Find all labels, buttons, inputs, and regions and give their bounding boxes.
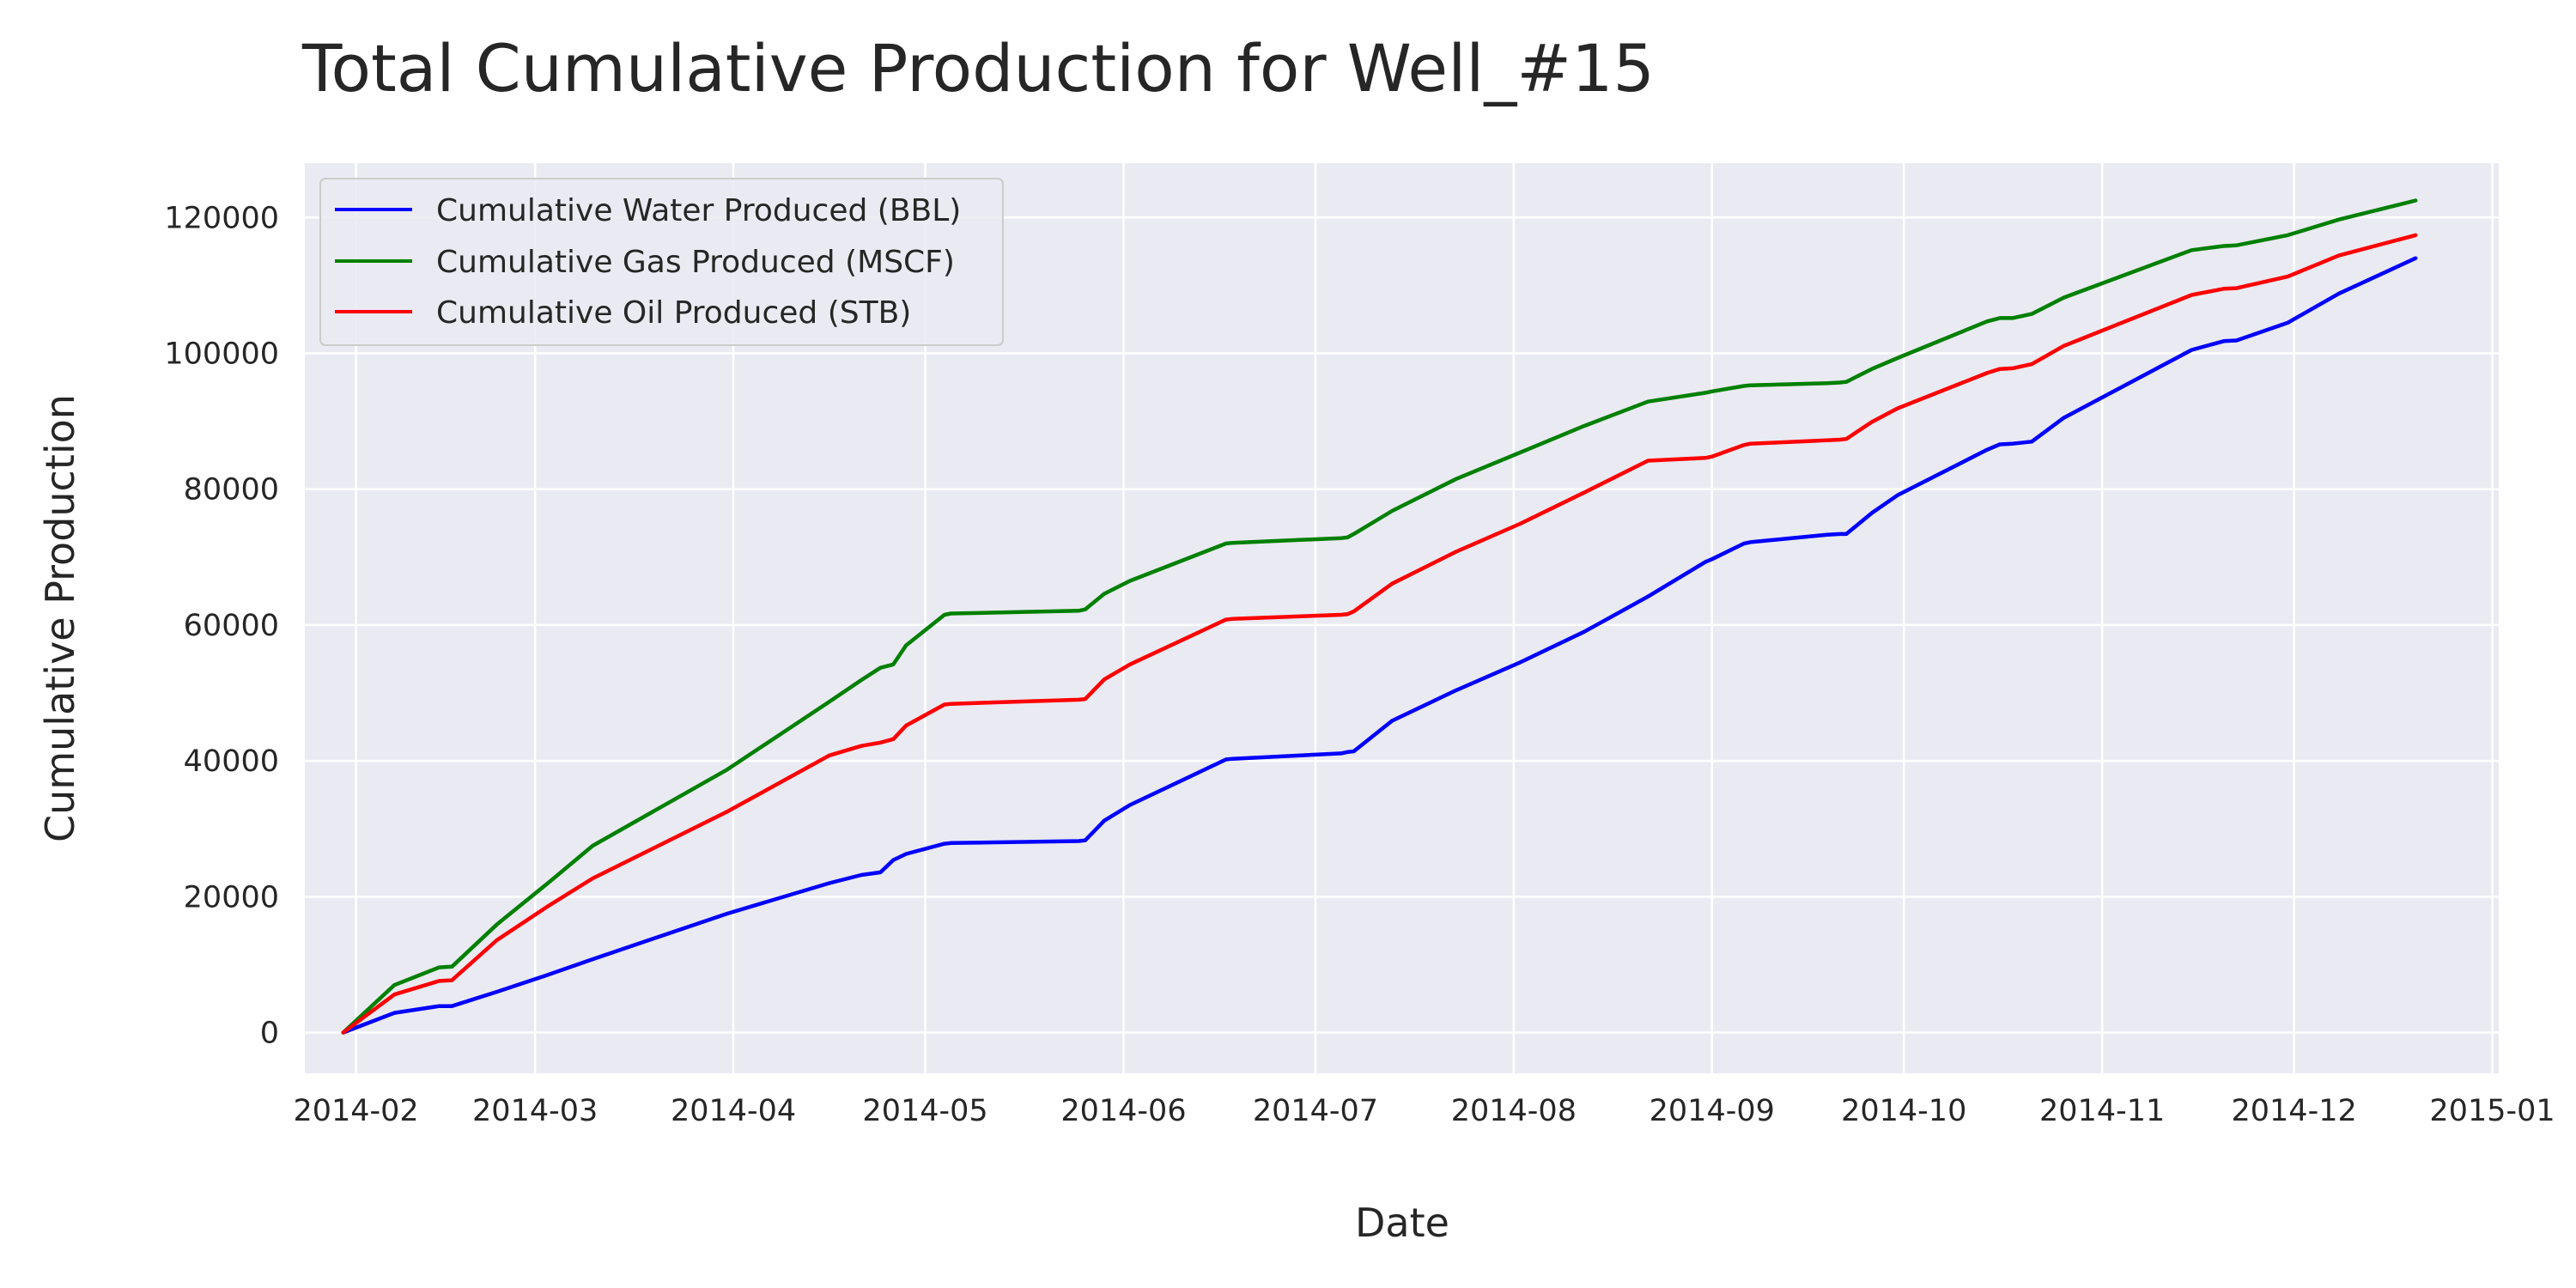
series-lines (341, 198, 2418, 1035)
legend-label-oil: Cumulative Oil Produced (STB) (436, 295, 911, 331)
y-axis-label: Cumulative Production (37, 394, 83, 842)
legend-box (319, 178, 1004, 346)
x-tick-label: 2014-12 (2232, 1094, 2357, 1128)
y-tick-label: 100000 (164, 337, 279, 371)
y-tick-label: 20000 (184, 880, 279, 914)
tick-labels: 2014-02 2014-03 2014-04 2014-05 2014-06 2014-… (164, 201, 2555, 1128)
x-tick-label: 2014-04 (671, 1094, 796, 1128)
x-tick-label: 2014-06 (1060, 1094, 1186, 1128)
y-tick-label: 80000 (184, 473, 279, 507)
x-tick-label: 2014-07 (1253, 1094, 1378, 1128)
series-line-gas (341, 198, 2418, 1035)
series-line-water (341, 256, 2418, 1035)
series-line-oil (341, 233, 2418, 1035)
x-tick-label: 2014-11 (2039, 1094, 2165, 1128)
x-tick-label: 2014-10 (1841, 1094, 1966, 1128)
legend-label-water: Cumulative Water Produced (BBL) (436, 193, 961, 228)
x-tick-label: 2015-01 (2429, 1094, 2555, 1128)
legend: Cumulative Water Produced (BBL) Cumulati… (319, 178, 1004, 346)
x-tick-label: 2014-09 (1649, 1094, 1775, 1128)
x-tick-label: 2014-08 (1451, 1094, 1577, 1128)
legend-label-gas: Cumulative Gas Produced (MSCF) (436, 245, 955, 280)
x-tick-label: 2014-02 (293, 1094, 418, 1128)
y-tick-label: 0 (260, 1017, 279, 1051)
chart-title: Total Cumulative Production for Well_#15 (301, 30, 1655, 106)
x-tick-label: 2014-03 (472, 1094, 598, 1128)
x-axis-label: Date (1355, 1200, 1449, 1246)
grid (305, 163, 2499, 1073)
y-tick-label: 120000 (164, 201, 279, 235)
x-tick-label: 2014-05 (862, 1094, 987, 1128)
y-tick-label: 60000 (184, 609, 279, 643)
y-tick-label: 40000 (184, 744, 279, 779)
